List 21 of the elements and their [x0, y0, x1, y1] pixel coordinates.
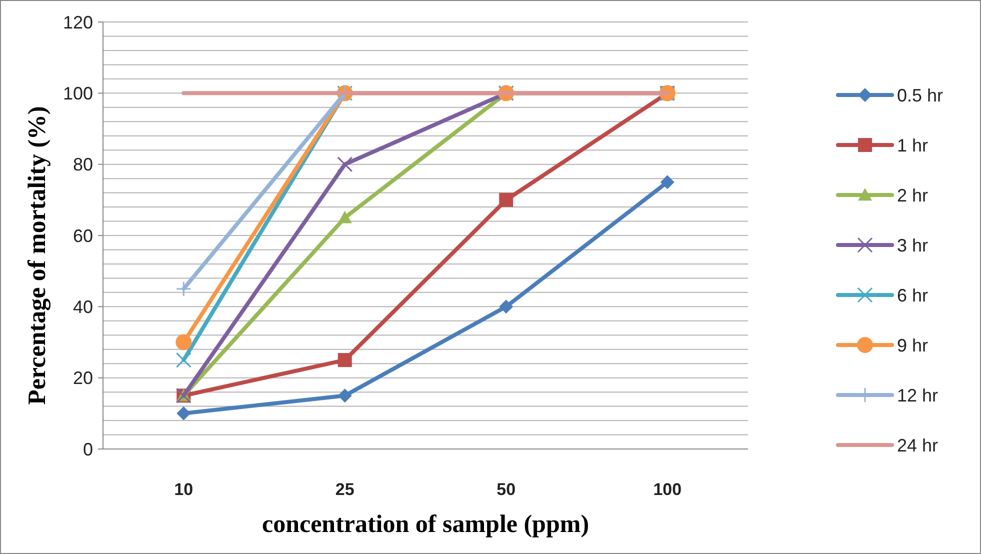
y-tick-label: 60	[72, 226, 93, 246]
x-tick-label: 10	[174, 480, 194, 499]
legend-label: 12 hr	[897, 385, 938, 406]
y-tick-label: 100	[62, 83, 93, 104]
legend-label: 6 hr	[897, 285, 928, 306]
y-tick-label: 20	[72, 368, 93, 388]
legend-label: 1 hr	[897, 135, 928, 156]
y-axis-title: Percentage of mortality (%)	[24, 106, 51, 405]
x-tick-label: 100	[653, 480, 682, 499]
legend-label: 3 hr	[897, 235, 928, 256]
x-tick-label: 50	[496, 480, 516, 499]
legend-label: 2 hr	[897, 185, 928, 206]
y-tick-label: 0	[82, 439, 93, 460]
legend-label: 9 hr	[897, 335, 928, 356]
legend-label: 0.5 hr	[897, 85, 944, 106]
y-tick-label: 40	[72, 296, 93, 317]
x-axis-title: concentration of sample (ppm)	[262, 511, 590, 538]
x-tick-label: 25	[335, 480, 354, 499]
y-tick-label: 80	[72, 154, 93, 175]
legend-label: 24 hr	[897, 435, 938, 456]
y-tick-label: 120	[62, 12, 93, 32]
